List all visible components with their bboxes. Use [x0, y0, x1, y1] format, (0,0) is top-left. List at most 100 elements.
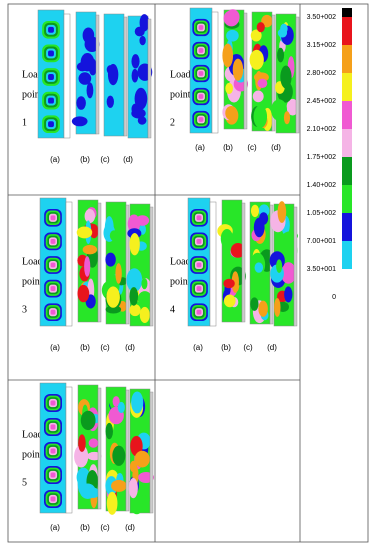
contour: [198, 48, 204, 53]
panel-label: Load: [170, 69, 191, 80]
contour: [129, 460, 138, 473]
contour: [198, 117, 204, 122]
contour: [231, 271, 239, 293]
sub-label: (d): [125, 343, 135, 352]
contour: [105, 252, 116, 267]
contour: [134, 87, 148, 110]
contour: [74, 445, 89, 468]
panel-label: Load: [22, 256, 43, 267]
legend-label: 1.75+002: [307, 154, 336, 161]
panel-label: point: [170, 89, 191, 100]
contour: [84, 209, 96, 224]
contour: [258, 300, 268, 317]
contour: [78, 72, 92, 85]
contour: [284, 286, 293, 303]
sub-label: (d): [271, 143, 281, 152]
contour: [84, 36, 100, 53]
contour: [196, 262, 202, 268]
contour: [139, 35, 146, 46]
contour: [261, 14, 273, 28]
contour: [253, 105, 268, 129]
panel-label: Load: [22, 69, 43, 80]
contour: [250, 29, 262, 42]
strip-edge: [97, 387, 102, 510]
strip-edge: [271, 14, 276, 132]
panel-label: Load: [22, 429, 43, 440]
contour: [254, 262, 264, 273]
legend-swatch: [342, 45, 352, 73]
contour: [48, 50, 54, 57]
panel-label: 4: [170, 304, 175, 315]
strip-edge: [295, 16, 300, 134]
contour: [112, 396, 120, 407]
contour: [77, 284, 90, 303]
contour: [280, 65, 292, 89]
contour: [126, 268, 143, 292]
sub-label: (d): [267, 343, 277, 352]
contour: [141, 277, 148, 290]
contour: [230, 243, 246, 258]
contour: [50, 400, 56, 406]
legend-label: 3.50+001: [307, 266, 336, 273]
legend-label: 2.80+002: [307, 70, 336, 77]
strip-edge: [243, 12, 248, 130]
contour: [249, 49, 264, 70]
contour: [117, 401, 125, 414]
contour: [139, 14, 150, 32]
contour: [131, 103, 139, 115]
legend-swatch: [342, 185, 352, 213]
strip-edge: [149, 391, 154, 514]
strip-edge: [147, 18, 152, 139]
contour: [80, 52, 95, 72]
contour: [220, 229, 234, 249]
contour: [223, 294, 236, 308]
contour: [196, 309, 202, 315]
sub-label: (a): [50, 523, 60, 532]
sub-label: (b): [223, 143, 233, 152]
contour-plot: [39, 197, 154, 327]
strip-edge: [211, 11, 219, 134]
panel-label: 3: [22, 304, 27, 315]
contour: [223, 278, 235, 289]
contour: [271, 99, 288, 121]
contour: [82, 244, 98, 255]
strip-edge: [123, 16, 128, 137]
contour: [196, 286, 202, 292]
strip-edge: [97, 202, 102, 323]
contour: [129, 287, 139, 306]
contour: [131, 54, 140, 69]
panel-label: point: [170, 276, 191, 287]
contour: [225, 105, 238, 121]
contour: [76, 226, 93, 239]
strip-edge: [65, 201, 73, 327]
panel-label: point: [22, 89, 43, 100]
contour: [111, 479, 127, 492]
contour: [50, 448, 56, 454]
sub-label: (c): [100, 523, 110, 532]
legend-swatch: [342, 8, 352, 17]
contour: [50, 238, 56, 244]
contour: [253, 217, 265, 238]
contour: [86, 487, 100, 498]
strip-edge: [209, 201, 217, 327]
contour: [130, 435, 143, 457]
contour: [115, 263, 122, 284]
sub-label: (d): [125, 523, 135, 532]
legend-label: 2.10+002: [307, 126, 336, 133]
panel-label: point: [22, 276, 43, 287]
sub-label: (a): [50, 155, 60, 164]
contour: [76, 96, 86, 110]
strip-edge: [293, 206, 298, 327]
legend-swatch: [342, 101, 352, 129]
legend-label: 3.50+002: [307, 14, 336, 21]
contour: [107, 63, 119, 86]
contour: [130, 496, 144, 515]
contour: [131, 391, 144, 414]
contour: [225, 82, 234, 95]
panel-label: 1: [22, 117, 27, 128]
panel-label: point: [22, 449, 43, 460]
contour: [196, 215, 202, 221]
contour: [78, 434, 86, 452]
contour: [50, 215, 56, 221]
legend-swatch: [342, 17, 352, 45]
